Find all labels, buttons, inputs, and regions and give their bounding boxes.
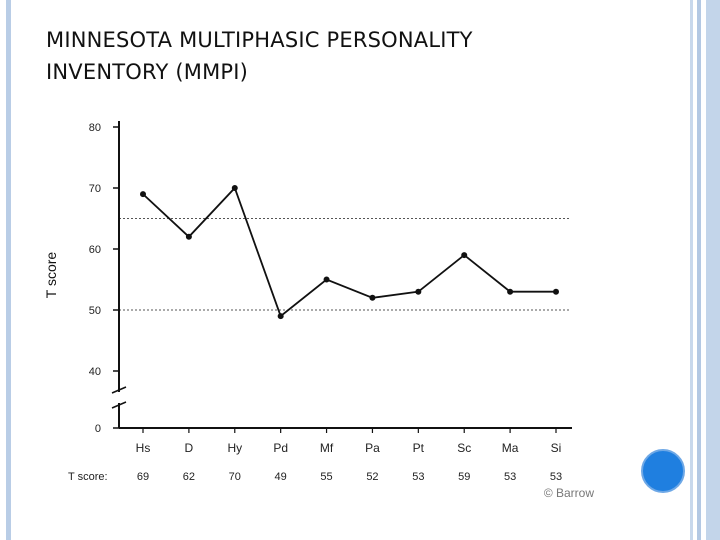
score-row-value: 53 xyxy=(412,471,424,483)
profile-series xyxy=(140,185,559,320)
score-row-value: 55 xyxy=(320,471,332,483)
slide-title-line-1: MINNESOTA MULTIPHASIC PERSONALITY xyxy=(46,28,473,52)
y-axis-label: T score xyxy=(43,252,59,299)
y-tick-label: 0 xyxy=(95,423,101,435)
right-decorative-band xyxy=(706,0,720,540)
y-tick-label: 60 xyxy=(89,244,101,256)
slide-title: MINNESOTA MULTIPHASIC PERSONALITY INVENT… xyxy=(46,24,473,88)
score-row-value: 53 xyxy=(550,471,562,483)
score-row-value: 49 xyxy=(275,471,287,483)
reference-lines xyxy=(119,218,570,311)
score-row-value: 69 xyxy=(137,471,149,483)
y-tick-label: 40 xyxy=(89,366,101,378)
axis-break-mark xyxy=(111,386,127,394)
y-tick-label: 80 xyxy=(89,122,101,134)
x-category-label: Pa xyxy=(365,441,380,455)
axis-break-mark xyxy=(111,401,127,409)
copyright-credit: © Barrow xyxy=(544,486,595,500)
data-point xyxy=(140,191,146,198)
score-row-value: 70 xyxy=(229,471,241,483)
x-category-label: Hy xyxy=(227,441,242,455)
data-point xyxy=(231,185,238,191)
series-line xyxy=(142,186,556,318)
score-row-value: 62 xyxy=(183,471,195,483)
slide-title-line-2: INVENTORY (MMPI) xyxy=(46,60,249,84)
data-point xyxy=(185,233,192,240)
x-category-label: Sc xyxy=(457,441,471,455)
right-decorative-band xyxy=(697,0,701,540)
x-category-label: Pt xyxy=(413,441,425,455)
data-point xyxy=(553,288,559,295)
x-category-label: Pd xyxy=(273,441,288,455)
data-point xyxy=(323,276,330,283)
y-tick-label: 70 xyxy=(89,183,101,195)
score-row-value: 52 xyxy=(366,471,378,483)
right-decorative-band xyxy=(690,0,693,540)
data-point xyxy=(415,288,422,295)
x-category-label: Mf xyxy=(320,441,334,455)
data-point xyxy=(369,294,376,301)
x-category-label: Hs xyxy=(136,441,151,455)
score-row-value: 53 xyxy=(504,471,516,483)
left-decorative-rule xyxy=(6,0,11,540)
score-row-label: T score: xyxy=(68,471,108,483)
x-category-label: D xyxy=(185,441,194,455)
x-category-label: Si xyxy=(551,441,562,455)
y-axis: 80 70 60 50 40 0 xyxy=(89,121,572,435)
chart-labels: T score T score: © Barrow Hs D Hy Pd Mf Pa Pt S… xyxy=(43,252,594,500)
x-category-label: Ma xyxy=(502,441,519,455)
slide-accent-dot xyxy=(641,449,685,493)
y-tick-label: 50 xyxy=(89,305,101,317)
data-point xyxy=(277,313,284,320)
score-row-value: 59 xyxy=(458,471,470,483)
data-point xyxy=(507,288,514,295)
data-point xyxy=(461,252,468,259)
